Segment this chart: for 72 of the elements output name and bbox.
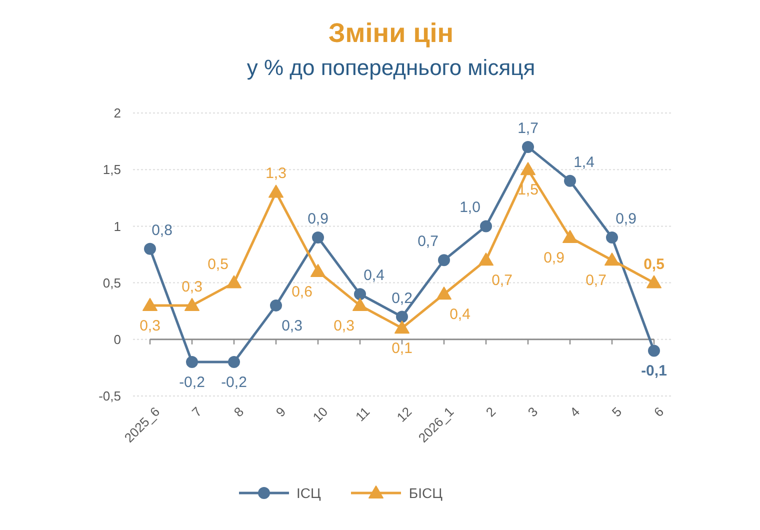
- data-label: 0,7: [418, 233, 438, 250]
- data-label: -0,2: [221, 374, 247, 392]
- y-tick-label: 0: [114, 332, 121, 348]
- point: [396, 310, 408, 323]
- y-tick-label: 0,5: [102, 275, 121, 290]
- chart-subtitle: у % до попереднього місяця: [246, 54, 536, 82]
- point: [648, 344, 660, 357]
- point: [562, 230, 578, 244]
- data-label: 0,4: [450, 306, 470, 324]
- y-tick-label: 1,5: [102, 162, 121, 178]
- point: [438, 254, 450, 266]
- data-label: 0,3: [140, 317, 160, 334]
- point: [352, 298, 368, 311]
- data-label: 0,4: [364, 267, 384, 284]
- data-label: 0,3: [182, 278, 202, 296]
- legend-label: БІСЦ: [408, 485, 442, 501]
- data-label: 0,5: [208, 256, 228, 273]
- point: [394, 320, 410, 334]
- x-tick-label: 3: [524, 404, 541, 420]
- data-label: 0,9: [616, 210, 636, 228]
- legend-label: ІСЦ: [296, 485, 321, 501]
- point: [436, 286, 452, 300]
- data-label: 1,3: [266, 165, 286, 182]
- point: [270, 299, 282, 312]
- x-tick-label: 6: [650, 404, 667, 420]
- data-label: 0,7: [586, 272, 606, 290]
- point: [354, 288, 366, 300]
- point: [522, 140, 534, 153]
- point: [268, 184, 284, 198]
- x-tick-label: 4: [566, 404, 583, 420]
- point: [646, 275, 662, 288]
- point: [186, 356, 198, 368]
- point: [520, 162, 536, 176]
- data-label: 0,9: [544, 250, 564, 267]
- data-label: 1,4: [574, 154, 594, 171]
- point: [310, 264, 326, 277]
- point: [228, 356, 240, 368]
- data-label: -0,2: [179, 374, 205, 392]
- point: [606, 232, 618, 244]
- data-label: 0,1: [392, 340, 412, 358]
- data-label: 0,3: [334, 317, 354, 334]
- x-tick-label: 9: [272, 404, 289, 420]
- chart-title: Зміни цін: [327, 18, 455, 48]
- data-label: 0,8: [152, 222, 172, 239]
- point: [184, 298, 200, 311]
- data-label: 0,6: [292, 283, 312, 300]
- point: [480, 220, 492, 232]
- y-tick-label: 1: [114, 218, 121, 234]
- point: [564, 174, 576, 187]
- x-tick-label: 2: [482, 404, 499, 420]
- point: [312, 232, 324, 244]
- x-tick-label: 8: [230, 404, 247, 420]
- data-label: -0,1: [641, 362, 667, 380]
- x-tick-label: 12: [394, 404, 415, 425]
- y-tick-label: 2: [114, 106, 121, 121]
- data-label: 0,5: [644, 256, 664, 273]
- data-label: 1,0: [460, 199, 480, 216]
- data-label: 0,9: [308, 210, 328, 228]
- x-tick-label: 7: [188, 404, 205, 420]
- x-tick-label: 5: [608, 404, 625, 420]
- point: [604, 252, 620, 266]
- data-label: 0,7: [492, 272, 512, 290]
- y-tick-label: -0,5: [98, 388, 121, 404]
- point: [144, 242, 156, 255]
- x-tick-label: 11: [352, 404, 373, 424]
- point: [226, 275, 242, 288]
- point: [478, 252, 494, 266]
- data-label: 0,3: [282, 317, 302, 334]
- data-label: 1,7: [518, 120, 538, 137]
- x-tick-label: 10: [310, 404, 331, 425]
- point: [142, 298, 158, 311]
- data-label: 0,2: [392, 290, 412, 307]
